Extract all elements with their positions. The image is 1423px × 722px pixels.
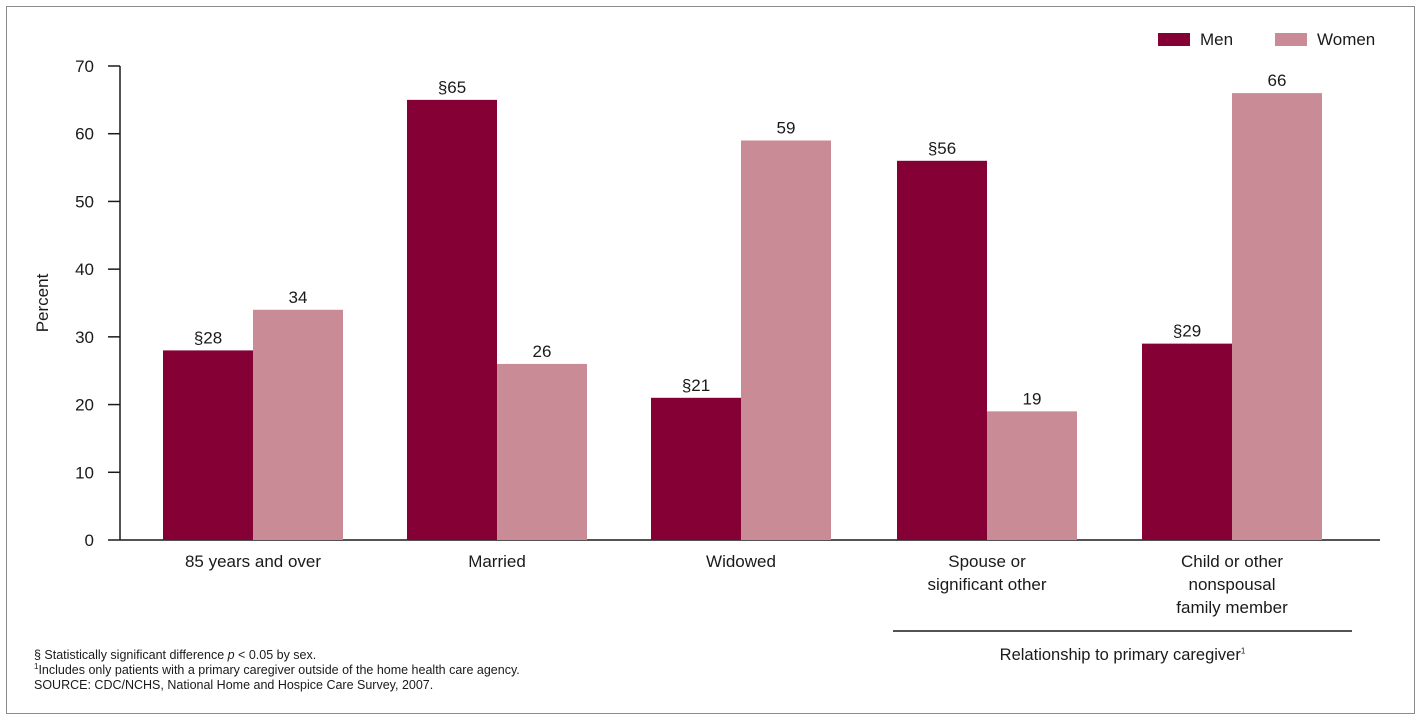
y-tick-label: 40 — [75, 260, 94, 279]
bar — [1232, 93, 1322, 540]
x-category-label: significant other — [927, 575, 1046, 594]
x-category-label: 85 years and over — [185, 552, 321, 571]
y-tick-label: 0 — [85, 531, 94, 550]
bar-value-label: 59 — [777, 118, 796, 137]
bar-value-label: §28 — [194, 328, 222, 347]
x-category-label: Widowed — [706, 552, 776, 571]
significance-note-suffix: < 0.05 by sex. — [234, 648, 317, 662]
x-category-label: Child or other — [1181, 552, 1283, 571]
legend-swatch — [1158, 33, 1190, 46]
y-tick-label: 10 — [75, 463, 94, 482]
bar — [163, 350, 253, 540]
x-category-label: nonspousal — [1189, 575, 1276, 594]
bar-value-label: §65 — [438, 78, 466, 97]
bar-value-label: §21 — [682, 376, 710, 395]
legend-swatch — [1275, 33, 1307, 46]
bar-value-label: 34 — [289, 288, 308, 307]
bar-value-label: §56 — [928, 139, 956, 158]
legend-label: Men — [1200, 30, 1233, 49]
significance-note-prefix: § Statistically significant difference — [34, 648, 228, 662]
bar — [987, 411, 1077, 540]
y-tick-label: 60 — [75, 125, 94, 144]
bar — [741, 140, 831, 540]
y-tick-label: 50 — [75, 192, 94, 211]
bar — [1142, 343, 1232, 540]
x-category-label: Spouse or — [948, 552, 1026, 571]
chart-frame — [6, 6, 1415, 714]
group-label: Relationship to primary caregiver1 — [893, 646, 1352, 665]
bar — [253, 309, 343, 540]
x-category-label: Married — [468, 552, 526, 571]
footnote-1: 1Includes only patients with a primary c… — [34, 661, 520, 678]
bar-value-label: 26 — [533, 342, 552, 361]
x-category-label: family member — [1176, 598, 1288, 617]
footnote-1-marker: 1 — [34, 661, 39, 671]
bar — [651, 397, 741, 540]
y-tick-label: 20 — [75, 396, 94, 415]
bar-value-label: 66 — [1268, 71, 1287, 90]
source-note: SOURCE: CDC/NCHS, National Home and Hosp… — [34, 678, 434, 692]
bar-value-label: 19 — [1023, 389, 1042, 408]
significance-note-p: p — [227, 648, 235, 662]
group-label-text: Relationship to primary caregiver — [999, 646, 1241, 664]
bar — [497, 363, 587, 540]
y-tick-label: 70 — [75, 57, 94, 76]
y-tick-label: 30 — [75, 328, 94, 347]
bar-value-label: §29 — [1173, 322, 1201, 341]
bar — [897, 160, 987, 541]
bar — [407, 99, 497, 540]
y-axis-title: Percent — [33, 273, 52, 332]
legend-label: Women — [1317, 30, 1375, 49]
significance-note: § Statistically significant difference p… — [34, 648, 520, 663]
footnotes: § Statistically significant difference p… — [34, 648, 520, 693]
footnote-1-text: Includes only patients with a primary ca… — [38, 663, 520, 677]
group-label-footnote-marker: 1 — [1240, 646, 1246, 656]
